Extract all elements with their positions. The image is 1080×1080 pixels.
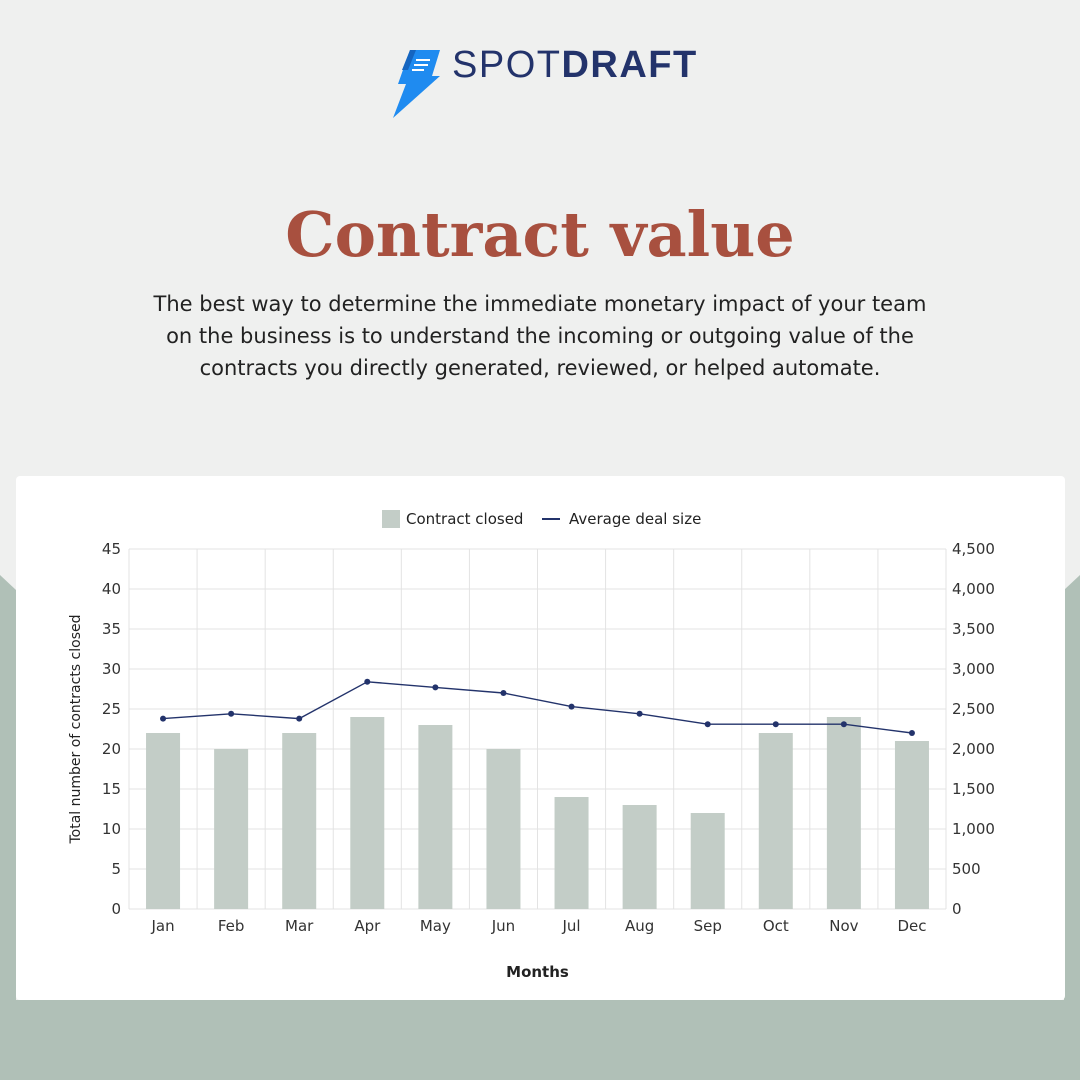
line-point-jan bbox=[160, 715, 167, 722]
y2-tick-label: 3,000 bbox=[952, 660, 995, 678]
y-tick-label: 10 bbox=[102, 820, 121, 838]
x-tick-label: Jan bbox=[150, 917, 174, 935]
legend-label-contract-closed: Contract closed bbox=[406, 510, 523, 528]
y-tick-label: 0 bbox=[111, 900, 121, 918]
legend-label-average-deal-size: Average deal size bbox=[569, 510, 701, 528]
bar-mar bbox=[282, 733, 317, 909]
chart-card: 0 5 10 15 20 25 30 35 40 45 0 500 1,000 1,500 2,000 2,5… bbox=[16, 476, 1065, 1000]
y-axis-label: Total number of contracts closed bbox=[68, 614, 84, 844]
line-point-dec bbox=[908, 730, 915, 736]
line-point-mar bbox=[296, 715, 303, 722]
spotdraft-logo: SPOTDRAFT bbox=[390, 44, 700, 120]
line-point-feb bbox=[228, 710, 235, 717]
y2-tick-label: 1,500 bbox=[952, 780, 995, 798]
x-tick-label: Dec bbox=[897, 917, 926, 935]
page-description: The best way to determine the immediate … bbox=[153, 292, 927, 380]
bar-nov bbox=[826, 717, 861, 909]
bar-oct bbox=[758, 733, 793, 909]
bar-jun bbox=[486, 749, 521, 909]
x-tick-label: Feb bbox=[218, 917, 245, 935]
x-tick-label: Apr bbox=[354, 917, 381, 935]
y-tick-label: 25 bbox=[102, 700, 121, 718]
line-point-nov bbox=[840, 721, 847, 728]
y2-tick-label: 4,500 bbox=[952, 540, 995, 558]
bar-aug bbox=[622, 805, 657, 909]
x-tick-label: Nov bbox=[829, 917, 858, 935]
brand-name-bold: DRAFT bbox=[561, 44, 698, 86]
y-tick-label: 45 bbox=[102, 540, 121, 558]
x-tick-label: Jul bbox=[561, 917, 580, 935]
y2-tick-label: 2,000 bbox=[952, 740, 995, 758]
y2-tick-label: 3,500 bbox=[952, 620, 995, 638]
combo-chart: 0 5 10 15 20 25 30 35 40 45 0 500 1,000 1,500 2,000 2,5… bbox=[68, 510, 995, 981]
average-deal-size-line bbox=[162, 681, 913, 734]
bar-sep bbox=[690, 813, 725, 909]
y2-tick-label: 500 bbox=[952, 860, 981, 878]
chart-grid bbox=[128, 548, 947, 910]
y-tick-label: 40 bbox=[102, 580, 121, 598]
line-point-jun bbox=[500, 690, 507, 696]
x-tick-label: Jun bbox=[491, 917, 515, 935]
line-point-sep bbox=[704, 721, 711, 728]
legend-swatch-contract-closed bbox=[382, 510, 400, 528]
y-tick-label: 5 bbox=[111, 860, 121, 878]
brand-name-light: SPOT bbox=[452, 44, 562, 86]
line-point-jul bbox=[568, 703, 575, 710]
x-axis-label: Months bbox=[506, 963, 569, 981]
line-point-oct bbox=[772, 721, 779, 728]
x-tick-label: Mar bbox=[285, 917, 314, 935]
y-tick-label: 20 bbox=[102, 740, 121, 758]
y2-tick-label: 0 bbox=[952, 900, 962, 918]
line-point-aug bbox=[636, 710, 643, 717]
chart-legend: Contract closed Average deal size bbox=[382, 510, 701, 528]
bar-dec bbox=[894, 741, 929, 909]
brand-wordmark: SPOTDRAFT bbox=[452, 44, 698, 85]
y-tick-label: 15 bbox=[102, 780, 121, 798]
y2-tick-label: 2,500 bbox=[952, 700, 995, 718]
x-tick-label: Sep bbox=[694, 917, 722, 935]
line-point-may bbox=[432, 684, 439, 691]
y-tick-label: 35 bbox=[102, 620, 121, 638]
y2-tick-label: 1,000 bbox=[952, 820, 995, 838]
bar-jul bbox=[554, 797, 589, 909]
line-point-apr bbox=[364, 678, 371, 685]
page-title: Contract value bbox=[285, 198, 795, 271]
x-tick-label: May bbox=[420, 917, 451, 935]
x-tick-label: Aug bbox=[625, 917, 654, 935]
bar-feb bbox=[214, 749, 249, 909]
x-tick-label: Oct bbox=[763, 917, 789, 935]
bar-may bbox=[418, 725, 453, 909]
y2-tick-label: 4,000 bbox=[952, 580, 995, 598]
bar-apr bbox=[350, 717, 385, 909]
y-tick-label: 30 bbox=[102, 660, 121, 678]
lightning-document-icon bbox=[393, 50, 440, 118]
bar-jan bbox=[146, 733, 181, 909]
